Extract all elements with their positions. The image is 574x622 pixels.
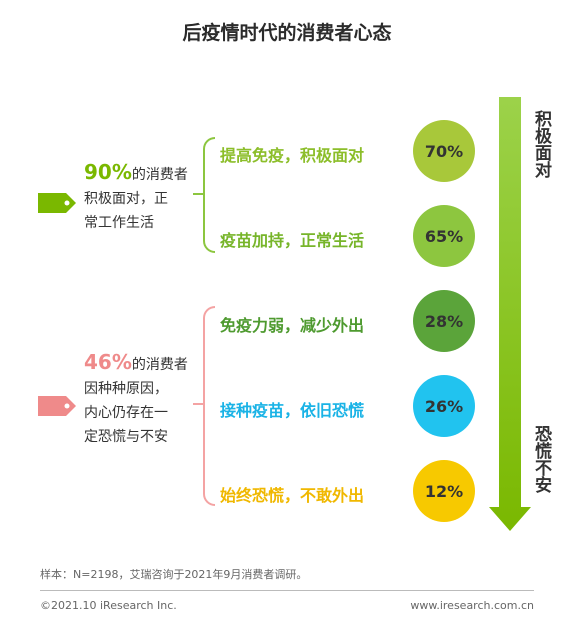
tag-icon [38, 396, 76, 416]
value-circle-2: 65% [413, 205, 475, 267]
group-positive-bracket-tick [193, 193, 203, 195]
group-positive-text-1: 的消费者 [131, 167, 188, 183]
item-label-2: 疫苗加持，正常生活 [220, 231, 365, 250]
arrow-top-label: 积极面对 [531, 110, 551, 178]
group-anxious-text-1: 的消费者 [131, 357, 188, 373]
group-positive-text-2: 积极面对，正 [84, 191, 168, 207]
value-circle-5: 12% [413, 460, 475, 522]
group-positive-bracket [203, 137, 215, 253]
item-label-3: 免疫力弱，减少外出 [220, 316, 365, 335]
group-anxious-pct: 46% [84, 350, 132, 374]
item-label-1: 提高免疫，积极面对 [220, 146, 365, 165]
group-anxious-label: 46%的消费者 因种种原因， 内心仍存在一 定恐慌与不安 [84, 350, 204, 449]
group-anxious-text-3: 内心仍存在一 [84, 405, 168, 421]
footer-divider [40, 590, 534, 591]
sample-note: 样本：N=2198，艾瑞咨询于2021年9月消费者调研。 [40, 568, 308, 581]
tag-icon [38, 193, 76, 213]
arrow-bottom-label: 恐慌不安 [531, 425, 551, 493]
chart-title: 后疫情时代的消费者心态 [182, 22, 392, 44]
value-circle-4: 26% [413, 375, 475, 437]
group-anxious-bracket [203, 306, 215, 506]
group-anxious-text-4: 定恐慌与不安 [84, 429, 168, 445]
down-arrow-icon [489, 97, 531, 531]
group-positive-text-3: 常工作生活 [84, 215, 154, 231]
group-anxious-bracket-tick [193, 403, 203, 405]
item-label-4: 接种疫苗，依旧恐慌 [220, 401, 365, 420]
group-anxious-text-2: 因种种原因， [84, 381, 168, 397]
item-label-5: 始终恐慌，不敢外出 [220, 486, 365, 505]
value-circle-1: 70% [413, 120, 475, 182]
value-circle-3: 28% [413, 290, 475, 352]
footer-copyright: ©2021.10 iResearch Inc. [40, 599, 177, 612]
group-positive-label: 90%的消费者 积极面对，正 常工作生活 [84, 160, 204, 235]
footer-website: www.iresearch.com.cn [410, 599, 534, 612]
group-positive-pct: 90% [84, 160, 132, 184]
